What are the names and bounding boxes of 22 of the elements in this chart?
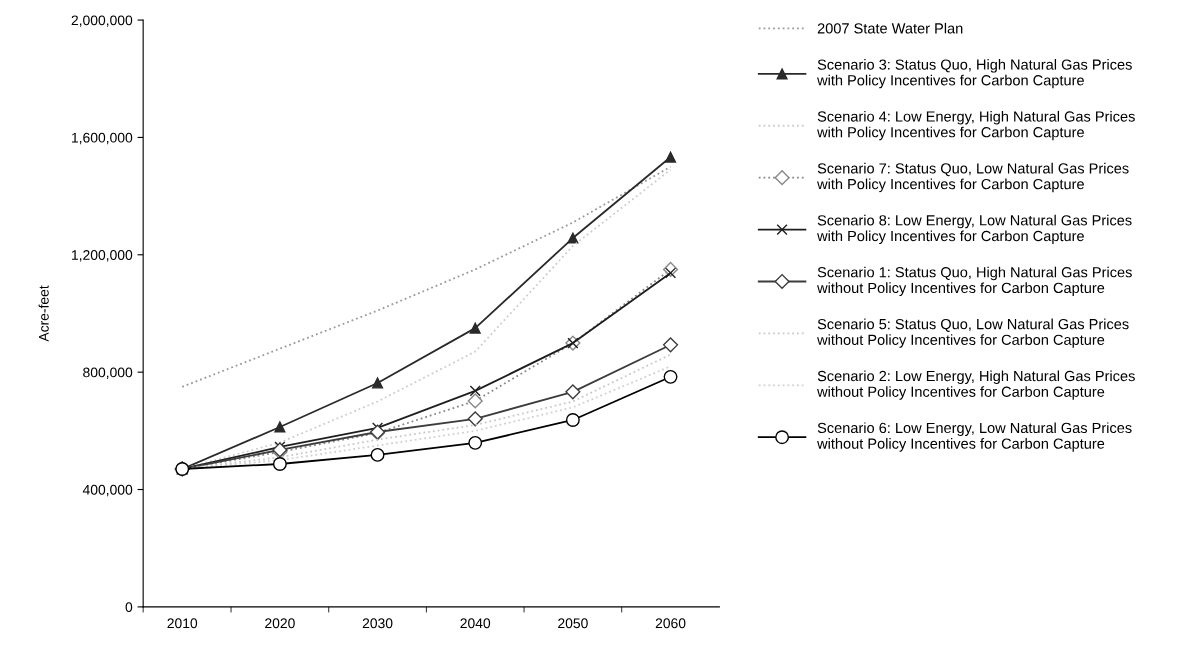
y-tick-label: 1,600,000 bbox=[72, 132, 133, 145]
y-tick-label: 1,200,000 bbox=[72, 250, 133, 262]
x-tick-label: 2010 bbox=[167, 618, 198, 629]
legend-label: Scenario 7: Status Quo, Low Natural Gas Prices with Policy Incentives for Carbon Capture bbox=[817, 162, 1129, 193]
legend-label: Scenario 3: Status Quo, High Natural Gas Prices with Policy Incentives for Carbon Capture bbox=[817, 59, 1132, 89]
legend-label: 2007 State Water Plan bbox=[817, 22, 963, 34]
y-tick-label: 400,000 bbox=[82, 484, 133, 497]
legend-label: Scenario 6: Low Energy, Low Natural Gas Prices without Policy Incentives for Carbon Capture bbox=[817, 422, 1132, 452]
legend-label: Scenario 4: Low Energy, High Natural Gas Prices with Policy Incentives for Carbon Capture bbox=[817, 110, 1135, 141]
y-tick-label: 800,000 bbox=[83, 367, 133, 379]
y-tick-label: 0 bbox=[125, 602, 133, 613]
legend-label: Scenario 5: Status Quo, Low Natural Gas Prices without Policy Incentives for Carbon Capture bbox=[817, 318, 1129, 348]
y-tick-label: 2,000,000 bbox=[71, 15, 133, 27]
x-tick-label: 2060 bbox=[655, 618, 686, 629]
x-tick-label: 2030 bbox=[362, 618, 393, 629]
legend-label: Scenario 1: Status Quo, High Natural Gas Prices without Policy Incentives for Carbon Capture bbox=[817, 266, 1132, 296]
y-axis-title: Acre-feet bbox=[38, 285, 49, 342]
legend-label: Scenario 8: Low Energy, Low Natural Gas Prices with Policy Incentives for Carbon Capture bbox=[817, 214, 1132, 245]
x-tick-label: 2020 bbox=[265, 618, 295, 629]
legend-label: Scenario 2: Low Energy, High Natural Gas Prices without Policy Incentives for Carbon Capture bbox=[817, 370, 1135, 400]
x-tick-label: 2040 bbox=[460, 618, 491, 629]
x-tick-label: 2050 bbox=[558, 618, 588, 629]
